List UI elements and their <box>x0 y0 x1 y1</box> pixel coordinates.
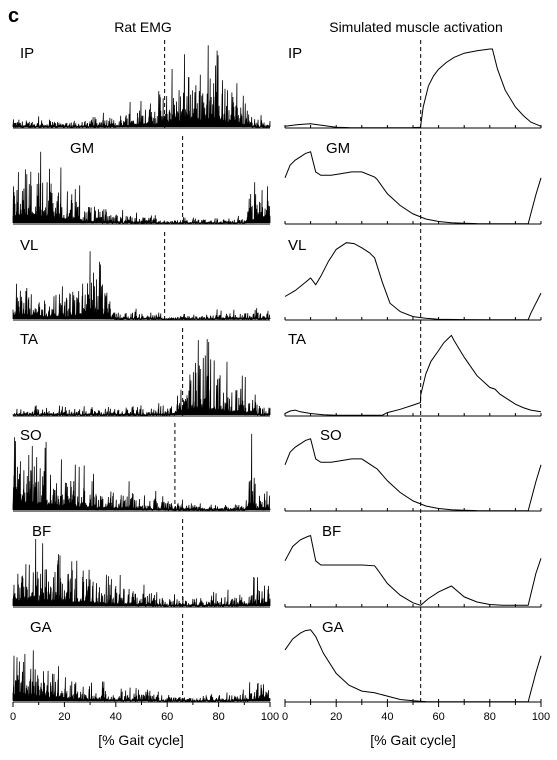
emg-trace-bf <box>12 538 271 608</box>
activation-curve-ta <box>284 334 542 416</box>
emg-trace-ta <box>12 339 271 417</box>
right-x-axis-label: [% Gait cycle] <box>370 732 456 748</box>
series-label: BF <box>32 523 51 540</box>
x-tick-label: 80 <box>484 711 496 723</box>
right-column-title: Simulated muscle activation <box>329 19 503 35</box>
emg-trace-vl <box>12 251 271 321</box>
emg-trace-ga <box>12 650 271 703</box>
series-label: GM <box>326 140 350 157</box>
x-tick-label: 100 <box>532 711 550 723</box>
series-label: VL <box>288 237 306 254</box>
x-tick-label: 100 <box>261 711 279 723</box>
x-tick-label: 0 <box>282 711 288 723</box>
x-tick-label: 0 <box>10 711 16 723</box>
left-x-axis-label: [% Gait cycle] <box>98 732 184 748</box>
activation-curve-vl <box>284 242 542 321</box>
left-column-title: Rat EMG <box>114 19 172 35</box>
series-label: GM <box>70 140 94 157</box>
x-tick-label: 80 <box>212 711 224 723</box>
series-label: GA <box>322 619 344 636</box>
emg-column: IP GM VL TA SO BF GA 0 20 40 60 80 100 <box>10 40 279 723</box>
activation-column: IP GM VL TA SO BF GA 0 20 40 60 80 100 <box>282 40 550 723</box>
x-tick-label: 40 <box>110 711 122 723</box>
activation-curve-ga <box>284 629 542 703</box>
series-label: SO <box>20 427 42 444</box>
series-label: GA <box>30 619 52 636</box>
emg-trace-so <box>12 433 271 512</box>
activation-curve-bf <box>284 534 542 606</box>
x-tick-label: 20 <box>58 711 70 723</box>
series-label: BF <box>322 523 341 540</box>
x-tick-label: 40 <box>381 711 393 723</box>
activation-curve-ip <box>284 48 542 129</box>
emg-trace-gm <box>12 151 271 225</box>
x-tick-label: 20 <box>330 711 342 723</box>
x-tick-label: 60 <box>161 711 173 723</box>
panel-letter: c <box>8 5 19 27</box>
emg-trace-ip <box>12 45 271 129</box>
x-tick-label: 60 <box>432 711 444 723</box>
series-label: IP <box>20 45 34 62</box>
activation-curve-so <box>284 438 542 512</box>
series-label: SO <box>320 427 342 444</box>
activation-curve-gm <box>284 151 542 225</box>
series-label: TA <box>20 331 38 348</box>
series-label: TA <box>288 331 306 348</box>
series-label: VL <box>20 237 38 254</box>
series-label: IP <box>288 45 302 62</box>
